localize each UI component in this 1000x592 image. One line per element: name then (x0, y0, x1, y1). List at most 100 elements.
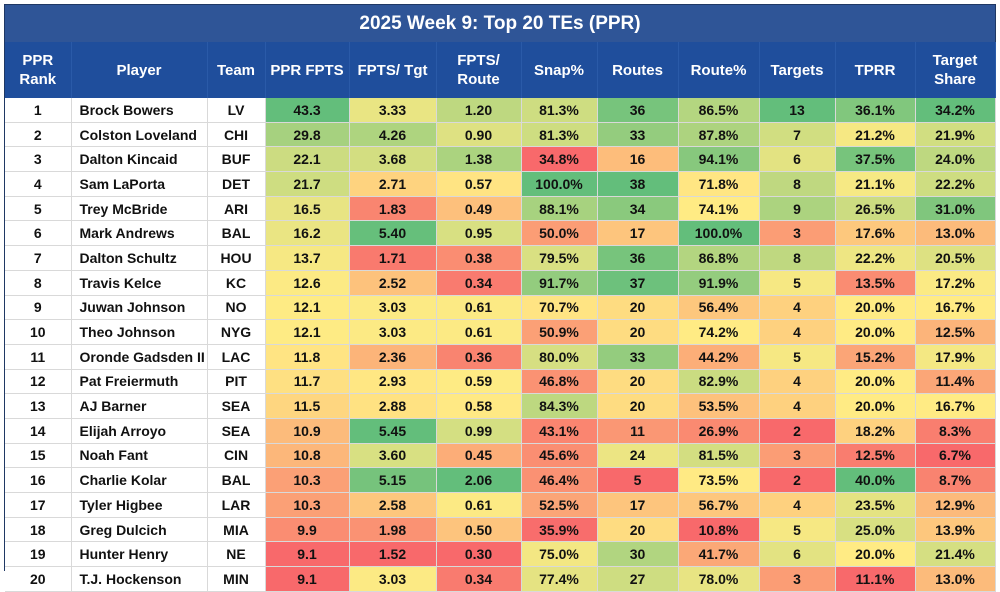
cell-tprr: 20.0% (835, 295, 916, 321)
cell-tprr: 21.2% (835, 122, 916, 148)
cell-targets: 4 (759, 295, 836, 321)
table-row: 5 Trey McBride ARI 16.5 1.83 0.49 88.1% 34 74.1%… (5, 196, 996, 222)
cell-team: SEA (207, 393, 266, 419)
cell-route-pct: 81.5% (678, 443, 760, 469)
cell-tprr: 11.1% (835, 566, 916, 592)
cell-fpts-tgt: 2.93 (349, 369, 437, 395)
cell-target-share: 16.7% (915, 295, 996, 321)
cell-route-pct: 10.8% (678, 517, 760, 543)
cell-ppr-fpts: 10.3 (265, 492, 350, 518)
cell-player: Dalton Kincaid (71, 146, 208, 173)
cell-targets: 2 (759, 418, 836, 444)
cell-fpts-route: 0.34 (436, 566, 522, 592)
cell-snap-pct: 81.3% (521, 122, 598, 148)
cell-snap-pct: 79.5% (521, 245, 598, 271)
cell-routes: 24 (597, 443, 679, 469)
te-rankings-table: PPR Rank Player Team PPR FPTS FPTS/ Tgt FPTS/… (5, 42, 996, 592)
cell-ppr-fpts: 10.3 (265, 467, 350, 493)
cell-target-share: 16.7% (915, 393, 996, 419)
cell-player: Greg Dulcich (71, 517, 208, 543)
cell-player: Elijah Arroyo (71, 418, 208, 444)
cell-route-pct: 74.2% (678, 319, 760, 345)
cell-ppr-fpts: 16.5 (265, 196, 350, 222)
cell-fpts-tgt: 2.52 (349, 270, 437, 296)
cell-snap-pct: 52.5% (521, 492, 598, 518)
cell-targets: 8 (759, 171, 836, 197)
cell-ppr-fpts: 10.9 (265, 418, 350, 444)
cell-player: Trey McBride (71, 196, 208, 222)
cell-fpts-tgt: 5.45 (349, 418, 437, 444)
cell-fpts-route: 0.50 (436, 517, 522, 543)
cell-tprr: 13.5% (835, 270, 916, 296)
cell-tprr: 36.1% (835, 98, 916, 123)
header-rank: PPR Rank (5, 42, 72, 98)
header-routes: Routes (597, 42, 679, 98)
cell-rank: 12 (5, 369, 72, 395)
cell-fpts-tgt: 3.60 (349, 443, 437, 469)
cell-targets: 9 (759, 196, 836, 222)
cell-player: Noah Fant (71, 443, 208, 469)
cell-ppr-fpts: 9.1 (265, 541, 350, 568)
cell-player: Mark Andrews (71, 220, 208, 247)
cell-player: Juwan Johnson (71, 295, 208, 321)
table-row: 17 Tyler Higbee LAR 10.3 2.58 0.61 52.5% 17 56.7… (5, 492, 996, 518)
cell-player: Sam LaPorta (71, 171, 208, 197)
cell-ppr-fpts: 12.1 (265, 319, 350, 345)
cell-routes: 20 (597, 517, 679, 543)
cell-targets: 5 (759, 270, 836, 296)
cell-route-pct: 41.7% (678, 541, 760, 568)
cell-rank: 3 (5, 146, 72, 173)
table-body: 1 Brock Bowers LV 43.3 3.33 1.20 81.3% 36 86.5% 1… (5, 98, 996, 592)
cell-route-pct: 73.5% (678, 467, 760, 493)
cell-snap-pct: 81.3% (521, 98, 598, 123)
cell-rank: 14 (5, 418, 72, 444)
cell-target-share: 22.2% (915, 171, 996, 197)
table-row: 7 Dalton Schultz HOU 13.7 1.71 0.38 79.5% 36 86.… (5, 245, 996, 271)
cell-fpts-tgt: 3.03 (349, 295, 437, 321)
cell-ppr-fpts: 13.7 (265, 245, 350, 271)
cell-player: Travis Kelce (71, 270, 208, 296)
table-row: 12 Pat Freiermuth PIT 11.7 2.93 0.59 46.8% 20 82… (5, 369, 996, 395)
table-row: 8 Travis Kelce KC 12.6 2.52 0.34 91.7% 37 91.9% 5… (5, 270, 996, 296)
cell-ppr-fpts: 21.7 (265, 171, 350, 197)
cell-routes: 36 (597, 245, 679, 271)
cell-fpts-route: 0.61 (436, 319, 522, 345)
cell-routes: 34 (597, 196, 679, 222)
cell-team: NYG (207, 319, 266, 345)
cell-snap-pct: 91.7% (521, 270, 598, 296)
cell-team: NE (207, 541, 266, 568)
table-row: 16 Charlie Kolar BAL 10.3 5.15 2.06 46.4% 5 73.5… (5, 467, 996, 493)
cell-player: Pat Freiermuth (71, 369, 208, 395)
cell-fpts-tgt: 5.15 (349, 467, 437, 493)
cell-rank: 8 (5, 270, 72, 296)
cell-tprr: 37.5% (835, 146, 916, 173)
cell-ppr-fpts: 11.8 (265, 344, 350, 370)
cell-target-share: 8.3% (915, 418, 996, 444)
cell-target-share: 31.0% (915, 196, 996, 222)
cell-fpts-route: 0.38 (436, 245, 522, 271)
cell-snap-pct: 46.4% (521, 467, 598, 493)
cell-routes: 17 (597, 492, 679, 518)
cell-target-share: 13.9% (915, 517, 996, 543)
cell-fpts-tgt: 2.71 (349, 171, 437, 197)
header-row: PPR Rank Player Team PPR FPTS FPTS/ Tgt FPTS/… (5, 42, 996, 98)
cell-rank: 11 (5, 344, 72, 370)
cell-tprr: 21.1% (835, 171, 916, 197)
cell-routes: 27 (597, 566, 679, 592)
table-row: 13 AJ Barner SEA 11.5 2.88 0.58 84.3% 20 53.5% 4 2… (5, 393, 996, 419)
cell-fpts-tgt: 1.52 (349, 541, 437, 568)
cell-fpts-tgt: 2.58 (349, 492, 437, 518)
cell-team: CIN (207, 443, 266, 469)
cell-routes: 20 (597, 295, 679, 321)
cell-ppr-fpts: 12.6 (265, 270, 350, 296)
cell-tprr: 17.6% (835, 220, 916, 247)
cell-player: Tyler Higbee (71, 492, 208, 518)
cell-tprr: 15.2% (835, 344, 916, 370)
cell-snap-pct: 84.3% (521, 393, 598, 419)
cell-route-pct: 44.2% (678, 344, 760, 370)
cell-route-pct: 53.5% (678, 393, 760, 419)
cell-team: HOU (207, 245, 266, 271)
cell-routes: 20 (597, 319, 679, 345)
table-row: 10 Theo Johnson NYG 12.1 3.03 0.61 50.9% 20 74.2… (5, 319, 996, 345)
cell-route-pct: 56.4% (678, 295, 760, 321)
